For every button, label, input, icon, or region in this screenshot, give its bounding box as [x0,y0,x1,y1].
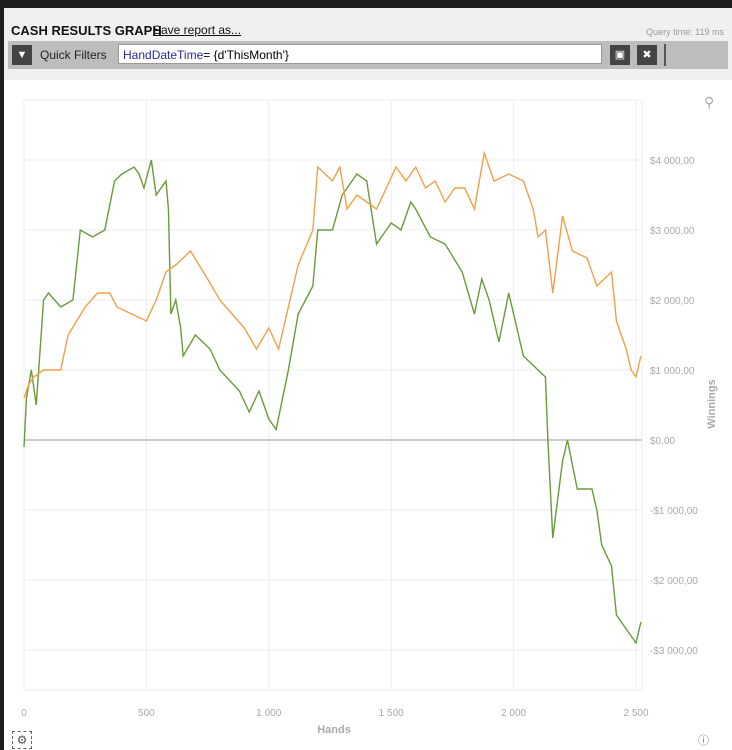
filter-icon[interactable]: ▼ [12,45,32,65]
clear-filter-button[interactable]: ✖ [637,45,657,65]
window-top-bar [0,0,732,8]
y-axis-label: Winnings [706,379,718,428]
y-tick-label: -$2 000,00 [650,576,698,587]
x-tick-label: 1 500 [379,708,404,719]
x-tick-label: 2 000 [501,708,526,719]
quick-filters-bar: ▼ Quick Filters HandDateTime= {d'ThisMon… [8,41,728,69]
zoom-icon[interactable]: ⚲ [704,94,715,110]
x-tick-label: 2 500 [623,708,648,719]
query-time: Query time: 119 ms [646,27,724,37]
x-tick-label: 1 000 [256,708,281,719]
settings-gear-icon[interactable]: ⚙ [12,731,32,749]
x-axis-label: Hands [317,724,351,736]
results-chart: 0 500 1 000 1 500 2 000 2 500 $4 000,00 $3 000,… [21,99,718,736]
plot-border [23,99,643,691]
divider [664,44,666,66]
series-line-0 [23,159,642,645]
filter-field: HandDateTime [123,48,204,62]
y-tick-label: -$3 000,00 [650,646,698,657]
report-panel: CASH RESULTS GRAPH Save report as... Que… [4,8,732,750]
info-icon[interactable]: ⓘ [698,735,709,747]
filter-value: = {d'ThisMonth'} [203,48,289,62]
y-tick-label: $2 000,00 [650,296,695,307]
quick-filters-label: Quick Filters [40,48,107,62]
y-tick-label: $1 000,00 [650,366,695,377]
x-tick-label: 500 [138,708,155,719]
save-filter-button[interactable]: ▣ [610,45,630,65]
filter-input[interactable]: HandDateTime= {d'ThisMonth'} [118,44,602,64]
report-header: CASH RESULTS GRAPH Save report as... Que… [4,8,732,80]
save-report-link[interactable]: Save report as... [153,23,242,37]
y-tick-label: $0,00 [650,436,675,447]
y-tick-label: $3 000,00 [650,226,695,237]
y-tick-label: $4 000,00 [650,156,695,167]
y-tick-label: -$1 000,00 [650,506,698,517]
x-tick-label: 0 [21,708,27,719]
series-line-1 [23,150,642,399]
page-title: CASH RESULTS GRAPH [11,23,162,38]
